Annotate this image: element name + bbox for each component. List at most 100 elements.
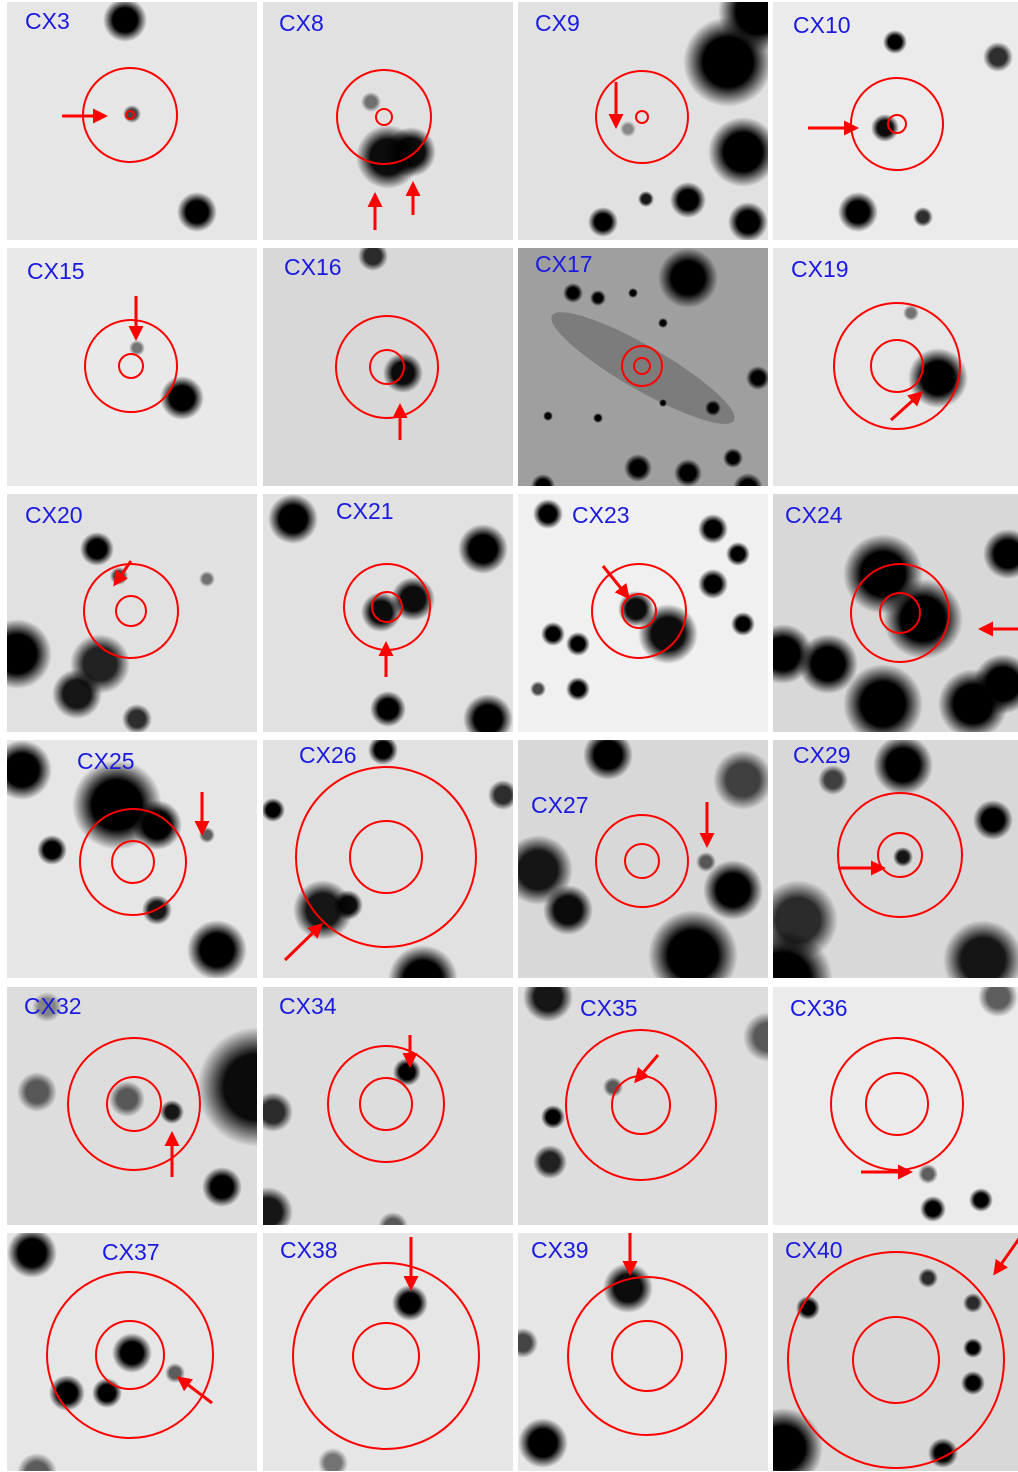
error-circle-outer <box>595 70 689 164</box>
star <box>590 290 606 306</box>
star <box>603 1077 623 1097</box>
star <box>928 1438 958 1468</box>
star <box>903 305 919 321</box>
image-panel: CX17 <box>518 248 768 486</box>
star <box>920 1196 946 1222</box>
panel-label: CX20 <box>25 502 83 528</box>
star <box>358 248 388 271</box>
star <box>541 622 565 646</box>
sky-image <box>773 987 1018 1225</box>
image-panel: CX9 <box>518 2 768 240</box>
error-circle-inner <box>865 1072 929 1136</box>
star <box>883 30 907 54</box>
panel-label: CX17 <box>535 251 593 277</box>
sky-image <box>263 248 513 486</box>
panel-label: CX37 <box>102 1239 160 1265</box>
panel-label: CX24 <box>785 502 843 528</box>
sky-image <box>263 2 513 240</box>
star <box>798 634 858 694</box>
star <box>648 910 738 978</box>
star <box>963 1293 983 1313</box>
star <box>698 514 728 544</box>
image-panel: CX8 <box>263 2 513 240</box>
star <box>658 248 718 308</box>
star <box>32 992 62 1022</box>
star <box>566 632 590 656</box>
star <box>708 117 768 187</box>
image-panel: CX32 <box>7 987 257 1225</box>
star <box>818 765 848 795</box>
star <box>518 1418 568 1468</box>
star <box>370 691 406 727</box>
error-circle-outer <box>830 1037 964 1171</box>
star <box>388 945 458 978</box>
sky-background <box>263 740 513 978</box>
star <box>541 1105 565 1129</box>
error-circle-inner <box>349 820 423 894</box>
star <box>49 1375 85 1411</box>
star <box>963 1338 983 1358</box>
counterpart-arrow <box>176 1376 213 1405</box>
panel-label: CX29 <box>793 742 851 768</box>
image-panel: CX38 <box>263 1233 513 1471</box>
counterpart-arrow <box>113 560 133 587</box>
sky-background <box>7 494 257 732</box>
star <box>103 2 147 42</box>
star <box>593 413 603 423</box>
error-circle-inner <box>879 592 921 634</box>
star <box>7 619 52 689</box>
sky-image <box>518 494 768 732</box>
error-circle-outer <box>79 808 187 916</box>
star <box>318 1448 348 1471</box>
error-circle-outer <box>83 563 179 659</box>
star <box>533 499 563 529</box>
error-circle-outer <box>327 1045 445 1163</box>
sky-image <box>518 740 768 978</box>
star <box>703 860 763 920</box>
error-circle-outer <box>837 792 963 918</box>
star <box>263 1092 293 1132</box>
panel-label: CX23 <box>572 502 630 528</box>
error-circle-inner <box>371 591 403 623</box>
error-circle-inner <box>611 1320 683 1392</box>
star <box>843 664 923 732</box>
star <box>392 1285 428 1321</box>
image-panel: CX27 <box>518 740 768 978</box>
star <box>361 592 401 632</box>
star <box>109 1081 145 1117</box>
star <box>177 192 217 232</box>
star <box>187 920 247 978</box>
star <box>199 571 215 587</box>
panel-label: CX32 <box>24 993 82 1019</box>
panel-label: CX21 <box>336 498 394 524</box>
star <box>943 920 1018 978</box>
sky-background <box>518 248 768 486</box>
star <box>543 885 593 935</box>
counterpart-arrow <box>634 1054 660 1084</box>
star <box>713 750 768 810</box>
image-panel: CX26 <box>263 740 513 978</box>
error-circle-inner <box>359 1077 413 1131</box>
star <box>268 494 318 544</box>
panel-label: CX15 <box>27 258 85 284</box>
star <box>533 1145 567 1179</box>
image-panel: CX16 <box>263 248 513 486</box>
image-panel: CX21 <box>263 494 513 732</box>
star <box>743 1012 768 1062</box>
error-circle-inner <box>633 357 651 375</box>
image-panel: CX3 <box>7 2 257 240</box>
sky-background <box>773 248 1018 486</box>
star <box>393 1058 421 1086</box>
sky-image <box>773 740 1018 978</box>
star <box>518 1328 538 1358</box>
star <box>883 579 963 659</box>
star <box>773 624 813 684</box>
error-circle-inner <box>125 110 135 120</box>
image-panel: CX15 <box>7 248 257 486</box>
image-panel: CX24 <box>773 494 1018 732</box>
star <box>523 987 573 1022</box>
star <box>17 1453 57 1471</box>
star <box>658 318 668 328</box>
star <box>361 92 381 112</box>
star <box>263 1187 293 1225</box>
